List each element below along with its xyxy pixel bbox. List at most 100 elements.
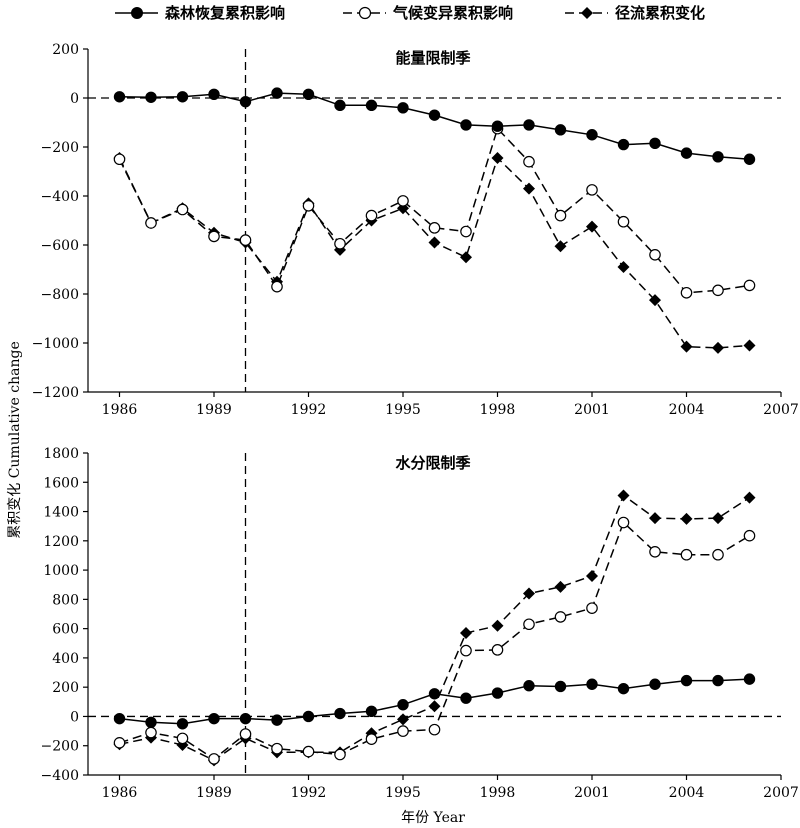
data-point-forest bbox=[617, 138, 630, 151]
data-point-forest bbox=[271, 87, 283, 99]
data-point-forest bbox=[208, 712, 220, 725]
data-point-forest bbox=[554, 124, 567, 136]
data-point-runoff bbox=[491, 619, 504, 632]
legend-item-forest: 森林恢复累积影响 bbox=[115, 4, 285, 22]
x-tick-label: 1989 bbox=[196, 402, 232, 418]
y-tick-label: 1800 bbox=[43, 446, 79, 462]
data-point-climate bbox=[334, 748, 346, 761]
y-tick-label: 0 bbox=[70, 91, 79, 107]
data-point-runoff bbox=[743, 491, 756, 504]
data-point-climate bbox=[365, 209, 378, 222]
data-point-climate bbox=[617, 215, 630, 228]
data-point-forest bbox=[397, 102, 409, 114]
data-point-climate bbox=[397, 195, 409, 207]
data-point-climate bbox=[617, 516, 630, 529]
data-point-forest bbox=[586, 129, 598, 141]
x-tick-label: 1995 bbox=[385, 402, 421, 418]
data-point-runoff bbox=[649, 512, 661, 525]
data-point-runoff bbox=[586, 569, 598, 582]
x-tick-label: 1998 bbox=[480, 785, 516, 801]
data-point-climate bbox=[302, 745, 315, 758]
series-line-forest bbox=[119, 92, 750, 161]
data-point-climate bbox=[554, 209, 567, 222]
x-tick-label: 2004 bbox=[669, 402, 705, 418]
x-tick-label: 1992 bbox=[291, 402, 327, 418]
data-point-runoff bbox=[397, 713, 409, 726]
y-tick-label: −1000 bbox=[32, 336, 79, 352]
data-point-climate bbox=[523, 618, 535, 631]
data-point-climate bbox=[239, 234, 252, 246]
data-point-forest bbox=[302, 710, 315, 723]
y-tick-label: −200 bbox=[41, 140, 79, 156]
data-point-climate bbox=[113, 153, 126, 166]
data-point-runoff bbox=[680, 340, 693, 353]
data-point-climate bbox=[523, 155, 535, 168]
data-point-runoff bbox=[586, 220, 598, 233]
data-point-runoff bbox=[428, 236, 441, 249]
data-point-climate bbox=[460, 225, 472, 238]
y-tick-label: 0 bbox=[70, 709, 79, 725]
data-point-forest bbox=[145, 91, 157, 103]
data-point-climate bbox=[649, 545, 661, 558]
data-point-runoff bbox=[523, 182, 535, 195]
data-point-climate bbox=[680, 286, 693, 299]
legend-label-climate: 气候变异累积影响 bbox=[392, 4, 513, 22]
data-point-runoff bbox=[460, 251, 472, 264]
data-point-forest bbox=[176, 91, 189, 103]
legend-item-climate: 气候变异累积影响 bbox=[343, 4, 513, 22]
data-point-forest bbox=[145, 716, 157, 729]
data-point-forest bbox=[176, 718, 189, 730]
legend: 森林恢复累积影响 气候变异累积影响 径流累积变化 bbox=[115, 4, 705, 22]
data-point-runoff bbox=[712, 512, 724, 525]
data-point-climate bbox=[239, 728, 252, 740]
data-point-forest bbox=[523, 119, 535, 131]
x-tick-label: 1998 bbox=[480, 402, 516, 418]
x-tick-label: 1995 bbox=[385, 785, 421, 801]
data-point-forest bbox=[239, 712, 252, 725]
data-point-forest bbox=[649, 137, 661, 150]
data-point-runoff bbox=[617, 489, 630, 502]
data-point-climate bbox=[554, 611, 567, 623]
x-tick-label: 2001 bbox=[574, 785, 610, 801]
data-point-forest bbox=[428, 688, 441, 700]
data-point-climate bbox=[365, 733, 378, 745]
data-point-forest bbox=[712, 151, 724, 163]
panel-energy-limited: 能量限制季 −1200 −1000 −800 −600 −400 −200 0 200 1986… bbox=[32, 42, 799, 418]
data-point-forest bbox=[113, 91, 126, 103]
data-point-runoff bbox=[617, 261, 630, 274]
data-point-forest bbox=[365, 705, 378, 718]
data-point-climate bbox=[586, 184, 598, 196]
y-tick-label: 1000 bbox=[43, 563, 79, 579]
panel-title-water-limited: 水分限制季 bbox=[395, 454, 470, 472]
data-point-climate bbox=[145, 217, 157, 229]
data-point-forest bbox=[460, 692, 472, 704]
y-tick-label: −600 bbox=[41, 238, 79, 254]
data-point-climate bbox=[208, 753, 220, 765]
x-tick-label: 2004 bbox=[669, 785, 705, 801]
data-point-climate bbox=[460, 644, 472, 657]
data-point-climate bbox=[208, 230, 220, 243]
data-point-climate bbox=[712, 548, 724, 561]
data-point-forest bbox=[523, 680, 535, 692]
y-axis-title: 累积变化 Cumulative change bbox=[7, 341, 23, 539]
y-tick-label: 600 bbox=[52, 622, 79, 638]
x-tick-label: 1986 bbox=[102, 785, 138, 801]
data-point-forest bbox=[712, 674, 724, 687]
panel-water-limited: 水分限制季 −400 −200 0 200 400 600 800 1000 1200 1400 1… bbox=[41, 446, 799, 801]
data-point-climate bbox=[491, 644, 504, 656]
panel-title-energy-limited: 能量限制季 bbox=[395, 49, 470, 67]
y-tick-label: 1200 bbox=[43, 534, 79, 550]
data-point-climate bbox=[586, 602, 598, 614]
y-tick-label: −400 bbox=[41, 768, 79, 784]
series-line-climate bbox=[118, 127, 750, 294]
data-point-forest bbox=[554, 680, 567, 693]
data-point-runoff bbox=[460, 627, 472, 640]
x-tick-label: 1992 bbox=[291, 785, 327, 801]
data-point-forest bbox=[397, 699, 409, 711]
data-point-climate bbox=[743, 529, 756, 542]
data-point-forest bbox=[491, 687, 504, 699]
data-point-runoff bbox=[491, 152, 504, 165]
data-point-forest bbox=[239, 95, 252, 108]
data-point-forest bbox=[649, 678, 661, 690]
